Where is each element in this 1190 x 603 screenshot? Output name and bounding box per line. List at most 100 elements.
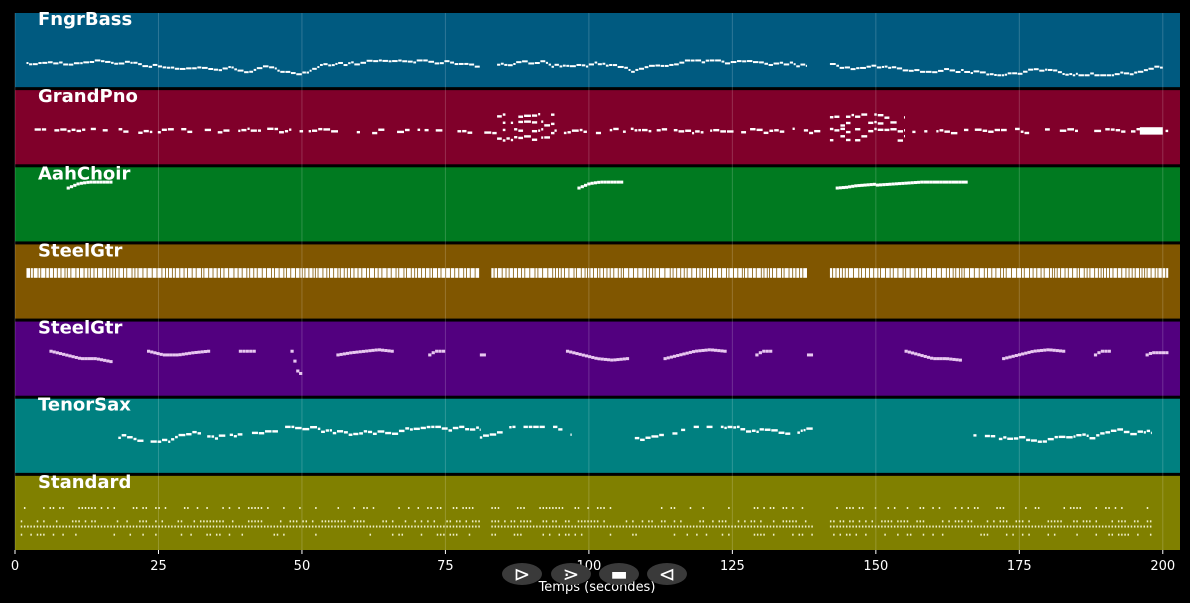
note — [452, 525, 455, 528]
note — [178, 353, 182, 357]
note — [309, 268, 313, 278]
note — [779, 130, 785, 133]
grid-layer — [14, 13, 1164, 550]
note — [475, 268, 480, 278]
note — [1062, 73, 1065, 76]
note — [193, 520, 196, 523]
note — [712, 520, 714, 523]
note — [859, 268, 862, 278]
note — [292, 525, 295, 528]
note — [1025, 525, 1027, 528]
note — [328, 64, 332, 67]
note — [439, 506, 442, 509]
note — [740, 525, 743, 528]
note — [462, 525, 464, 528]
note — [878, 268, 881, 278]
note — [584, 520, 586, 523]
note — [1076, 533, 1078, 536]
note — [1095, 520, 1098, 523]
note — [913, 525, 915, 528]
stop-button[interactable]: ▬ — [599, 563, 639, 585]
note — [989, 525, 992, 528]
play-button[interactable]: ⊳ — [502, 562, 542, 586]
note — [607, 268, 610, 278]
note — [116, 520, 119, 523]
note — [94, 59, 101, 62]
note — [656, 129, 661, 132]
note — [397, 130, 404, 134]
note — [200, 350, 204, 354]
note — [523, 425, 528, 429]
note — [874, 525, 877, 528]
note — [1130, 525, 1133, 528]
note — [343, 525, 346, 528]
note — [296, 73, 302, 76]
note — [99, 358, 104, 362]
note — [845, 115, 851, 118]
note — [1033, 68, 1039, 71]
note — [150, 350, 154, 354]
note — [778, 431, 785, 434]
note — [338, 61, 343, 64]
note — [59, 506, 61, 509]
track-notes-4 — [26, 268, 1169, 278]
note — [33, 525, 36, 528]
note — [404, 128, 410, 132]
note — [613, 358, 617, 362]
note — [919, 525, 922, 528]
note — [273, 525, 276, 528]
note — [391, 268, 396, 278]
note — [1073, 268, 1077, 278]
note — [1047, 68, 1053, 71]
note — [632, 520, 634, 523]
note — [274, 67, 277, 70]
note — [789, 268, 793, 278]
note — [922, 506, 925, 509]
note — [1050, 520, 1053, 523]
note — [993, 520, 995, 523]
note — [1082, 433, 1086, 436]
rewind-button[interactable]: ⊲ — [647, 562, 687, 586]
note — [103, 358, 107, 362]
note — [398, 506, 400, 509]
note — [43, 525, 45, 528]
note — [951, 180, 956, 184]
note — [1057, 520, 1059, 523]
note — [531, 129, 538, 133]
note — [49, 506, 52, 509]
note — [858, 506, 861, 509]
note — [518, 129, 524, 132]
note — [996, 506, 998, 509]
note — [1121, 525, 1123, 528]
note — [603, 268, 607, 278]
note — [903, 134, 905, 138]
note — [987, 268, 992, 278]
note — [710, 129, 713, 132]
note — [1001, 128, 1007, 132]
note — [792, 520, 794, 523]
note — [1004, 73, 1008, 76]
note — [43, 520, 45, 523]
note — [887, 520, 890, 523]
note — [713, 128, 720, 132]
note — [906, 520, 909, 523]
note — [594, 61, 598, 64]
note — [510, 520, 513, 523]
note — [680, 520, 682, 523]
note — [91, 525, 93, 528]
note — [763, 525, 765, 528]
note — [115, 268, 119, 278]
note — [973, 506, 976, 509]
note — [606, 358, 611, 362]
note — [76, 268, 80, 278]
forward-button[interactable]: ⋗ — [551, 562, 591, 586]
note — [459, 62, 464, 65]
note — [215, 520, 218, 523]
note — [574, 268, 576, 278]
note — [187, 130, 193, 134]
note — [91, 506, 93, 509]
note — [890, 520, 893, 523]
note — [518, 136, 524, 140]
note — [861, 135, 868, 138]
note — [513, 525, 516, 528]
